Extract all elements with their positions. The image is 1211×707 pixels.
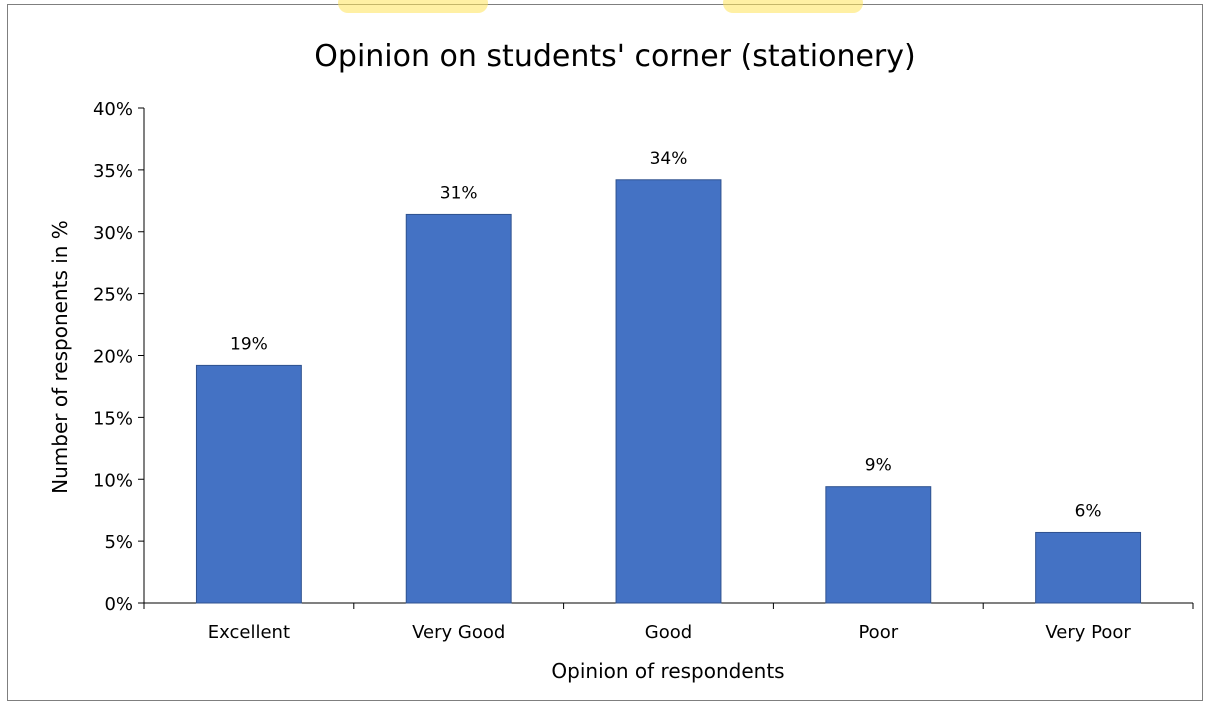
y-tick-label: 0% [104,594,133,615]
watermark-band-right [723,0,863,13]
y-tick-label: 15% [93,408,133,429]
x-tick-label: Good [645,622,692,643]
y-tick-label: 25% [93,285,133,306]
data-label: 6% [1075,501,1102,521]
x-axis: Excellent Very Good Good Poor Very Poor [143,602,1194,643]
y-axis: 0% 5% 10% 15% 20% 25% 30% 35% 40% [93,99,145,615]
bar [1035,531,1142,604]
y-tick-label: 20% [93,347,133,368]
y-tick-label: 35% [93,161,133,182]
bar [195,364,302,604]
bar-series: 19% 31% 34% 9% 6% [195,149,1142,604]
watermark-band-left [338,0,488,13]
x-tick-label: Very Good [412,622,505,643]
bar [825,486,932,604]
chart-title: Opinion on students' corner (stationery) [314,39,915,74]
data-label: 9% [865,456,892,476]
data-label: 31% [440,183,478,203]
y-axis-title: Number of responents in % [48,220,72,494]
bar [615,179,722,604]
bar [405,213,512,604]
x-tick-label: Excellent [208,622,290,643]
data-label: 34% [650,149,688,169]
y-tick-label: 10% [93,470,133,491]
x-tick-label: Poor [858,622,898,643]
x-tick-label: Very Poor [1045,622,1131,643]
data-label: 19% [230,334,268,354]
x-axis-title: Opinion of respondents [551,659,784,683]
y-tick-label: 5% [104,532,133,553]
y-tick-label: 40% [93,99,133,120]
y-tick-label: 30% [93,223,133,244]
